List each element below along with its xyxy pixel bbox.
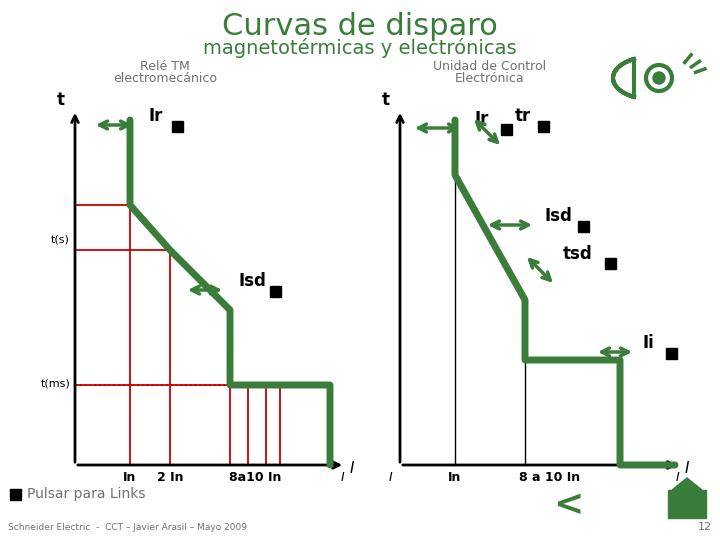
Text: Unidad de Control: Unidad de Control: [433, 60, 546, 73]
Text: Pulsar para Links: Pulsar para Links: [27, 487, 145, 501]
Text: Isd: Isd: [545, 207, 573, 225]
Bar: [538, 121, 549, 132]
Text: 2 In: 2 In: [157, 471, 184, 484]
Text: I: I: [388, 471, 392, 484]
Bar: [172, 121, 183, 132]
Text: tr: tr: [515, 107, 531, 125]
Text: 12: 12: [698, 522, 712, 532]
Polygon shape: [613, 59, 634, 97]
Text: In: In: [449, 471, 462, 484]
Text: Schneider Electric  -  CCT – Javier Arasil – Mayo 2009: Schneider Electric - CCT – Javier Arasil…: [8, 523, 247, 532]
Text: I: I: [341, 471, 345, 484]
Bar: [668, 490, 706, 518]
Text: t: t: [57, 91, 65, 109]
Text: Ir: Ir: [148, 107, 163, 125]
Text: 8a10 In: 8a10 In: [229, 471, 282, 484]
Text: magnetotérmicas y electrónicas: magnetotérmicas y electrónicas: [203, 38, 517, 58]
Text: 8 a 10 In: 8 a 10 In: [519, 471, 580, 484]
Text: <: <: [553, 488, 583, 522]
Bar: [501, 124, 512, 135]
Text: In: In: [123, 471, 137, 484]
Text: Ir: Ir: [475, 110, 490, 128]
Text: I: I: [676, 471, 680, 484]
Text: I: I: [685, 461, 690, 476]
Text: Ii: Ii: [643, 334, 654, 352]
Bar: [578, 221, 589, 232]
Text: t: t: [382, 91, 390, 109]
Bar: [605, 258, 616, 269]
Circle shape: [653, 72, 665, 84]
Bar: [10, 489, 21, 500]
Bar: [270, 286, 281, 297]
Text: t(ms): t(ms): [40, 378, 70, 388]
Bar: [666, 348, 677, 359]
Text: Curvas de disparo: Curvas de disparo: [222, 12, 498, 41]
Text: t(s): t(s): [51, 235, 70, 245]
Circle shape: [646, 65, 672, 91]
Text: I: I: [350, 461, 354, 476]
Text: tsd: tsd: [563, 245, 593, 263]
Polygon shape: [672, 478, 702, 490]
Text: Isd: Isd: [238, 272, 266, 290]
Text: electromecánico: electromecánico: [113, 72, 217, 85]
Text: Electrónica: Electrónica: [455, 72, 525, 85]
Text: Relé TM: Relé TM: [140, 60, 190, 73]
